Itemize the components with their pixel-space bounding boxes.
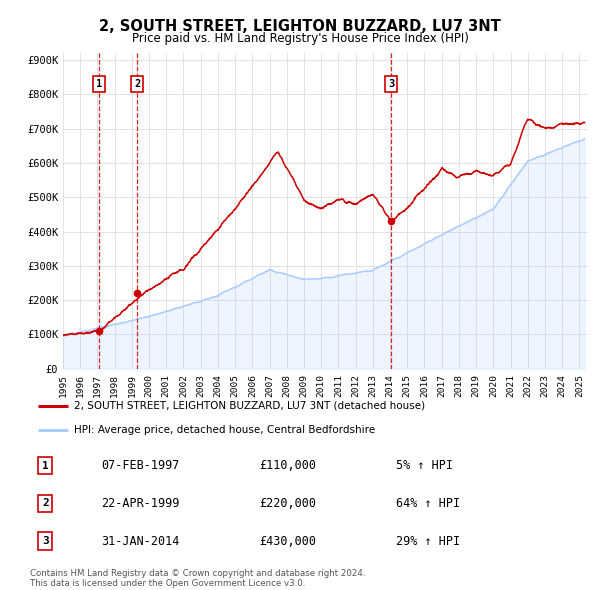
Text: 29% ↑ HPI: 29% ↑ HPI bbox=[396, 535, 460, 548]
Text: 5% ↑ HPI: 5% ↑ HPI bbox=[396, 459, 453, 472]
Text: £220,000: £220,000 bbox=[259, 497, 316, 510]
Text: 31-JAN-2014: 31-JAN-2014 bbox=[101, 535, 179, 548]
Text: Contains HM Land Registry data © Crown copyright and database right 2024.: Contains HM Land Registry data © Crown c… bbox=[30, 569, 365, 578]
Text: 64% ↑ HPI: 64% ↑ HPI bbox=[396, 497, 460, 510]
Text: HPI: Average price, detached house, Central Bedfordshire: HPI: Average price, detached house, Cent… bbox=[74, 425, 375, 434]
Text: 3: 3 bbox=[388, 79, 395, 89]
Text: 1: 1 bbox=[96, 79, 102, 89]
Text: Price paid vs. HM Land Registry's House Price Index (HPI): Price paid vs. HM Land Registry's House … bbox=[131, 32, 469, 45]
Text: 22-APR-1999: 22-APR-1999 bbox=[101, 497, 179, 510]
Text: 07-FEB-1997: 07-FEB-1997 bbox=[101, 459, 179, 472]
Text: 2: 2 bbox=[134, 79, 140, 89]
Text: 2, SOUTH STREET, LEIGHTON BUZZARD, LU7 3NT: 2, SOUTH STREET, LEIGHTON BUZZARD, LU7 3… bbox=[99, 19, 501, 34]
Text: £110,000: £110,000 bbox=[259, 459, 316, 472]
Text: 2, SOUTH STREET, LEIGHTON BUZZARD, LU7 3NT (detached house): 2, SOUTH STREET, LEIGHTON BUZZARD, LU7 3… bbox=[74, 401, 425, 411]
Text: This data is licensed under the Open Government Licence v3.0.: This data is licensed under the Open Gov… bbox=[30, 579, 305, 588]
Text: 3: 3 bbox=[42, 536, 49, 546]
Text: 2: 2 bbox=[42, 499, 49, 508]
Text: £430,000: £430,000 bbox=[259, 535, 316, 548]
Text: 1: 1 bbox=[42, 461, 49, 470]
